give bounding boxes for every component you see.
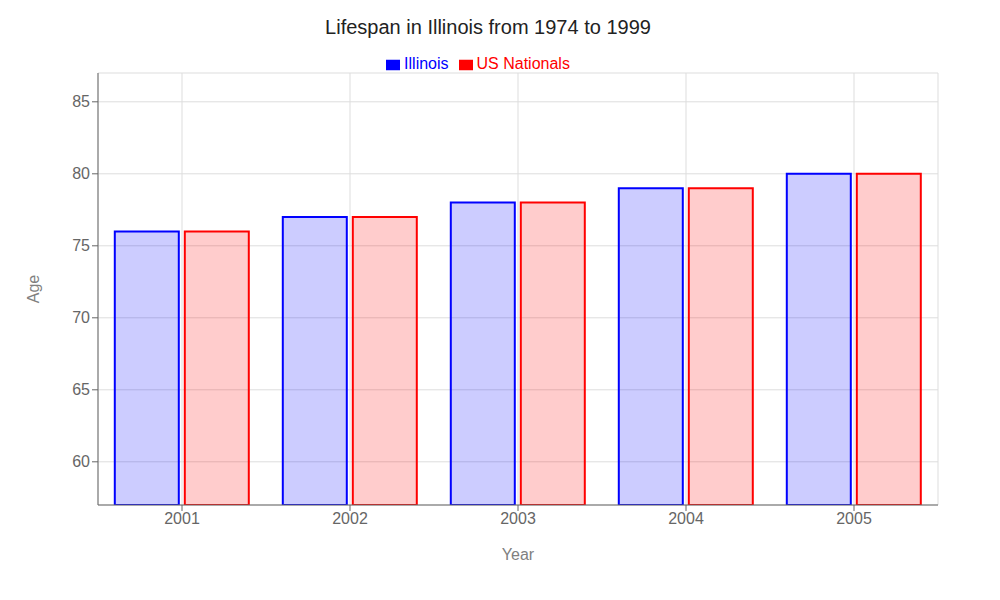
- svg-text:65: 65: [72, 381, 90, 398]
- svg-text:2005: 2005: [836, 510, 872, 527]
- svg-text:2003: 2003: [500, 510, 536, 527]
- svg-text:2002: 2002: [332, 510, 368, 527]
- svg-text:Age: Age: [25, 275, 42, 304]
- svg-text:85: 85: [72, 93, 90, 110]
- svg-text:75: 75: [72, 237, 90, 254]
- svg-text:80: 80: [72, 165, 90, 182]
- html-text:US Nationals: US Nationals: [476, 55, 570, 72]
- svg-text:2004: 2004: [668, 510, 704, 527]
- html-text:Illinois: Illinois: [404, 55, 449, 72]
- svg-text:Year: Year: [502, 546, 535, 563]
- html-text:Lifespan in Illinois from 1974: Lifespan in Illinois from 1974 to 1999: [325, 16, 651, 38]
- svg-text:70: 70: [72, 309, 90, 326]
- svg-text:60: 60: [72, 453, 90, 470]
- svg-text:2001: 2001: [164, 510, 200, 527]
